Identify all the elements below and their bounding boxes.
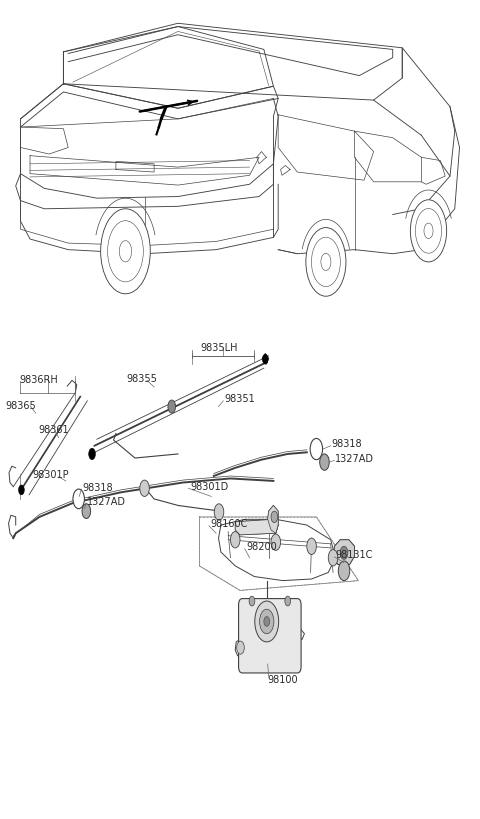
Text: 98318: 98318 (83, 482, 113, 492)
Circle shape (89, 449, 96, 460)
Circle shape (340, 546, 348, 559)
Circle shape (264, 617, 270, 627)
Circle shape (410, 201, 446, 263)
Circle shape (249, 596, 255, 606)
Circle shape (271, 534, 281, 550)
Circle shape (168, 400, 176, 414)
Circle shape (101, 210, 150, 294)
Circle shape (82, 505, 91, 519)
Circle shape (306, 229, 346, 296)
Text: 1327AD: 1327AD (336, 454, 374, 464)
Circle shape (416, 209, 442, 254)
Text: 98301D: 98301D (190, 482, 228, 491)
Polygon shape (333, 540, 355, 566)
Text: 98361: 98361 (38, 425, 69, 435)
Text: 98200: 98200 (246, 541, 277, 552)
Text: 98351: 98351 (225, 394, 255, 404)
Text: 98131C: 98131C (336, 550, 373, 559)
Text: 98365: 98365 (5, 400, 36, 410)
Text: 98301P: 98301P (33, 470, 69, 480)
Text: 98318: 98318 (332, 439, 362, 449)
Circle shape (328, 550, 338, 566)
Text: 9836RH: 9836RH (20, 374, 58, 384)
Circle shape (119, 242, 132, 263)
Text: 9835LH: 9835LH (201, 342, 239, 352)
Circle shape (140, 481, 149, 497)
Circle shape (255, 601, 279, 642)
Circle shape (19, 486, 24, 495)
Circle shape (73, 490, 84, 509)
Text: 98160C: 98160C (210, 518, 248, 529)
FancyBboxPatch shape (239, 599, 301, 673)
Circle shape (312, 238, 340, 287)
Circle shape (338, 561, 350, 581)
Text: 1327AD: 1327AD (87, 496, 126, 506)
Circle shape (320, 455, 329, 471)
Circle shape (108, 221, 144, 283)
Polygon shape (268, 506, 278, 533)
Circle shape (321, 254, 331, 271)
Circle shape (263, 355, 268, 364)
Circle shape (214, 505, 224, 521)
Circle shape (260, 609, 274, 634)
Circle shape (237, 641, 244, 654)
Circle shape (285, 596, 290, 606)
Circle shape (424, 224, 433, 239)
Circle shape (230, 532, 240, 548)
Circle shape (307, 538, 316, 554)
Text: 98100: 98100 (268, 674, 298, 684)
Circle shape (271, 512, 278, 523)
Text: 98355: 98355 (126, 373, 157, 383)
Circle shape (310, 439, 323, 460)
Polygon shape (235, 520, 278, 535)
